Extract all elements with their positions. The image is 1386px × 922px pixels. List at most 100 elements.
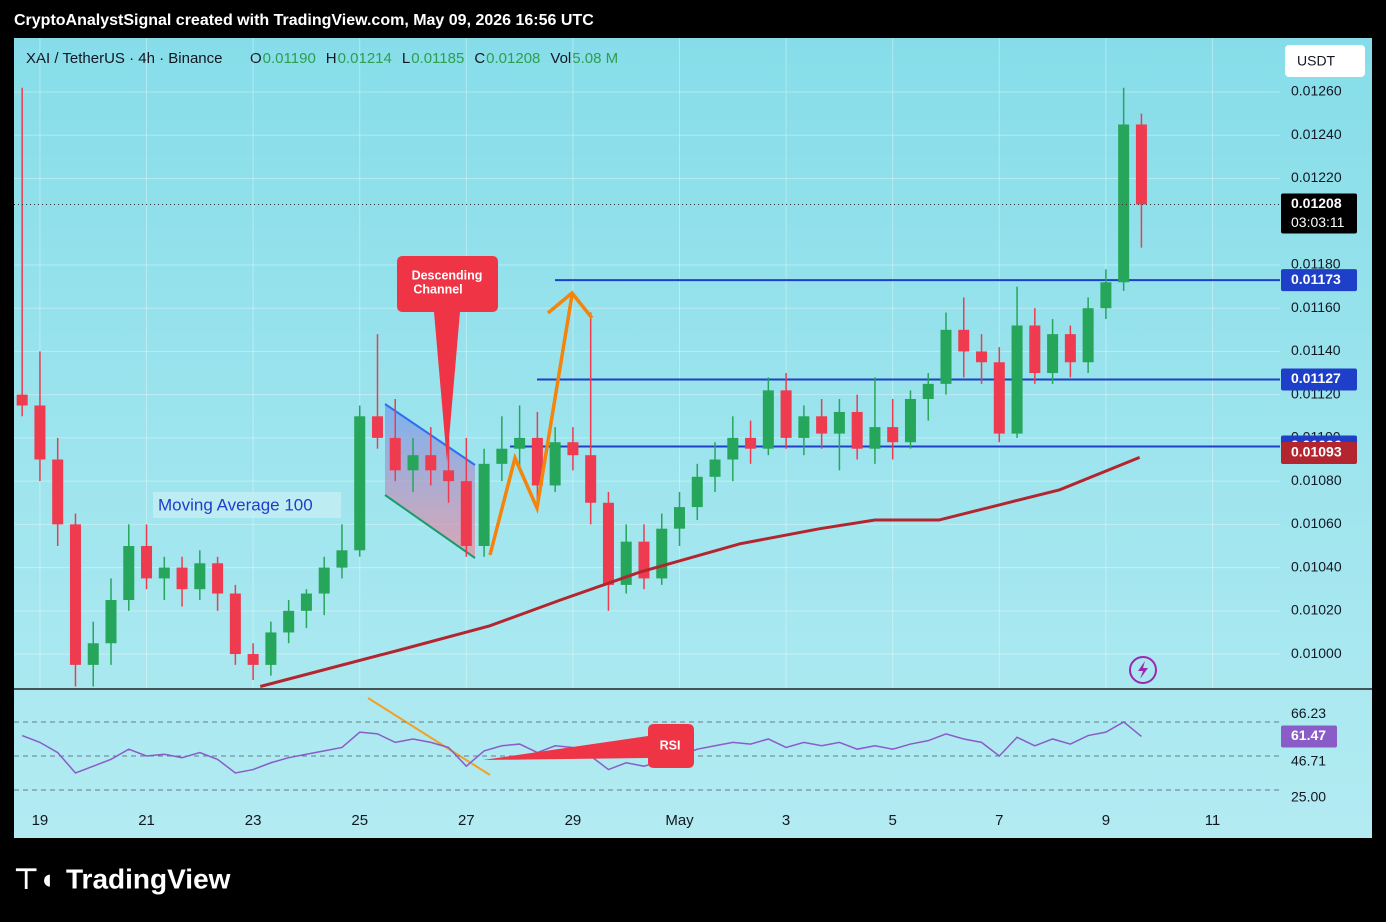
candle-body xyxy=(336,550,348,568)
y-tick-label: 0.01220 xyxy=(1291,169,1342,185)
axes: 0.01000 0.01020 0.01040 0.01060 0.01080 0.011… xyxy=(32,83,1357,829)
candle-body xyxy=(1047,334,1059,374)
candle-body xyxy=(514,437,526,449)
candle-body xyxy=(265,632,277,665)
candle-body xyxy=(300,593,312,611)
candle-body xyxy=(620,541,632,585)
x-tick-label: 23 xyxy=(245,812,262,829)
y-tick-label: 0.01140 xyxy=(1291,342,1341,358)
candle-body xyxy=(869,427,881,449)
candle-body xyxy=(123,545,135,601)
y-tick-label: 0.01020 xyxy=(1291,602,1342,618)
y-tick-label: 0.01180 xyxy=(1291,256,1341,272)
candle-body xyxy=(34,405,46,460)
rsi-tick-label: 66.23 xyxy=(1291,705,1326,721)
candle-body xyxy=(194,563,206,590)
price-pane xyxy=(14,87,1280,688)
candle-body xyxy=(52,459,64,525)
legend-key: C xyxy=(474,50,485,67)
candle-body xyxy=(425,455,437,471)
x-tick-label: 27 xyxy=(458,812,475,829)
rsi-tag xyxy=(1281,725,1337,748)
x-tick-label: 7 xyxy=(995,812,1003,829)
level-tag xyxy=(1281,368,1357,391)
candle-body xyxy=(851,411,863,449)
rsi-callout: RSI xyxy=(483,724,694,768)
divergence-line xyxy=(367,697,491,776)
logo-mark: ⊤◖ xyxy=(14,863,55,894)
candle-body xyxy=(176,567,188,590)
last-price-tag xyxy=(1281,193,1357,234)
arrow-head xyxy=(546,290,594,320)
candle-body xyxy=(727,437,739,460)
y-tick-label: 0.01160 xyxy=(1291,299,1341,315)
x-tick-label: 19 xyxy=(32,812,49,829)
candle-body xyxy=(798,416,810,438)
candle-body xyxy=(247,654,259,665)
ma-label-bg xyxy=(153,492,341,518)
x-tick-label: May xyxy=(665,812,694,829)
ma-tag-label: 0.01093 xyxy=(1291,444,1342,460)
candle-body xyxy=(674,507,686,529)
y-tick-label: 0.01240 xyxy=(1291,126,1342,142)
candle-body xyxy=(229,593,241,655)
channel-fill xyxy=(385,404,475,558)
x-tick-label: 9 xyxy=(1102,812,1110,829)
candle-body xyxy=(531,437,543,486)
callout-text: Channel xyxy=(413,282,462,296)
candle-body xyxy=(407,455,419,471)
symbol: XAI / TetherUS · 4h · Binance xyxy=(26,50,223,67)
rsi-callout-shape xyxy=(483,724,694,768)
currency-box xyxy=(1285,45,1365,77)
candle-body xyxy=(904,398,916,443)
level-label: 0.01173 xyxy=(1291,271,1341,287)
y-tick-label: 0.01060 xyxy=(1291,515,1342,531)
legend-value: 0.01190 xyxy=(263,50,316,67)
candle-body xyxy=(922,383,934,399)
candle-body xyxy=(371,416,383,438)
alert-icon xyxy=(1129,656,1157,684)
legend-value: 0.01208 xyxy=(486,50,540,67)
legend-key: O xyxy=(250,50,262,67)
candle-body xyxy=(816,416,828,434)
countdown: 03:03:11 xyxy=(1291,214,1345,230)
y-tick-label: 0.01040 xyxy=(1291,558,1342,574)
candle-body xyxy=(105,600,117,644)
candle-body xyxy=(1011,325,1023,434)
candle-body xyxy=(478,463,490,546)
candle-body xyxy=(158,567,170,579)
legend-value: 0.01185 xyxy=(411,50,464,67)
rsi-tick-label: 25.00 xyxy=(1291,789,1326,805)
x-tick-label: 5 xyxy=(889,812,897,829)
candle-body xyxy=(549,442,561,486)
candle-body xyxy=(283,610,295,633)
candle-body xyxy=(958,329,970,352)
projection-arrow xyxy=(488,294,574,556)
candle-body xyxy=(993,362,1005,434)
candle-body xyxy=(976,351,988,363)
rsi-tag-label: 61.47 xyxy=(1291,727,1326,743)
candle-body xyxy=(16,394,28,406)
x-tick-label: 11 xyxy=(1205,812,1221,829)
candle-body xyxy=(638,541,650,579)
candle-body xyxy=(762,390,774,449)
channel-top xyxy=(384,403,476,466)
candle-body xyxy=(212,563,224,594)
candle-body xyxy=(1100,282,1112,309)
currency: USDT xyxy=(1297,53,1336,69)
candle-body xyxy=(1118,124,1130,283)
legend-value: 0.01214 xyxy=(338,50,392,67)
rsi-tick-label: 46.71 xyxy=(1291,752,1326,768)
legend-key: L xyxy=(402,50,410,67)
ma-label: Moving Average 100 xyxy=(158,495,313,514)
candle-body xyxy=(389,437,401,471)
candle-body xyxy=(940,329,952,384)
legend-key: Vol xyxy=(550,50,571,67)
candle-body xyxy=(585,455,597,503)
y-tick-label: 0.01080 xyxy=(1291,472,1342,488)
callout-text: RSI xyxy=(660,738,681,752)
candle-body xyxy=(318,567,330,594)
candle-body xyxy=(87,643,99,665)
